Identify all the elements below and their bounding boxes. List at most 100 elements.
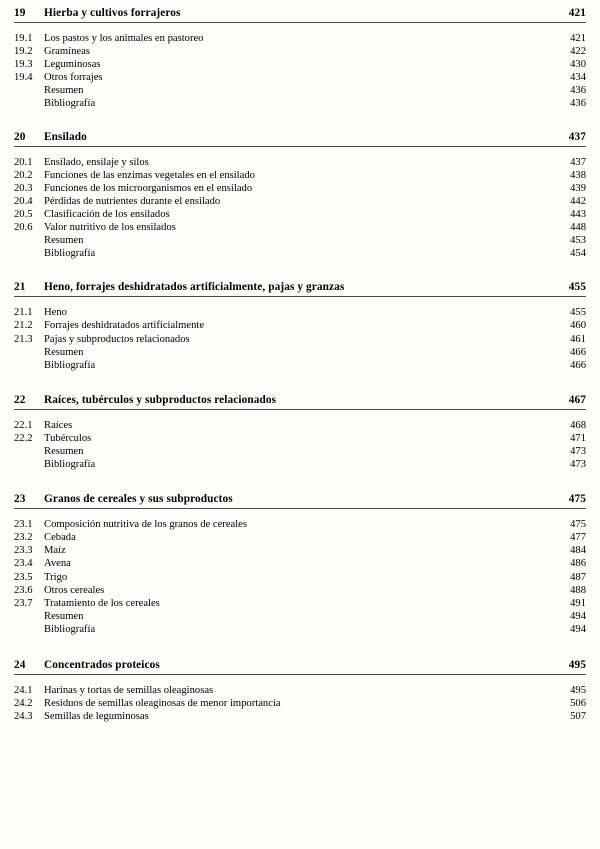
section-number: 21.1 xyxy=(14,307,33,319)
section-title: Cebada xyxy=(44,532,76,544)
chapter-page-number: 495 xyxy=(568,659,586,671)
section-page-number: 438 xyxy=(570,169,586,181)
chapter-title: Raíces, tubérculos y subproductos relaci… xyxy=(44,393,277,406)
section-page-number: 466 xyxy=(570,359,586,371)
section-entry-list: 21.1 Heno 455 21.2 Forrajes deshidratados ar… xyxy=(14,306,586,371)
section-entry[interactable]: 21.2 Forrajes deshidratados artificialmen… xyxy=(14,319,586,332)
chapter-header[interactable]: 22 Raíces, tubérculos y subproductos rela… xyxy=(14,393,586,408)
section-entry[interactable]: 23.5 Trigo 487 xyxy=(14,571,586,584)
section-title: Heno xyxy=(44,307,67,319)
section-page-number: 475 xyxy=(570,519,586,531)
chapter-header[interactable]: 24 Concentrados proteicos 495 xyxy=(14,658,586,673)
section-page-number: 477 xyxy=(570,532,586,544)
chapter-block: 19 Hierba y cultivos forrajeros 421 19.1 Los… xyxy=(14,6,586,111)
section-entry[interactable]: 19.3 Leguminosas 430 xyxy=(14,58,586,71)
section-entry[interactable]: Bibliografía 473 xyxy=(14,458,586,471)
section-entry[interactable]: Bibliografía 454 xyxy=(14,247,586,260)
section-title: Otros forrajes xyxy=(44,72,103,84)
section-title: Harinas y tortas de semillas oleaginosas xyxy=(44,685,214,696)
section-number: 19.3 xyxy=(14,59,33,71)
chapter-number: 21 xyxy=(14,281,26,294)
section-page-number: 448 xyxy=(570,222,586,234)
section-entry[interactable]: 20.3 Funciones de los microorganismos en … xyxy=(14,182,586,195)
section-page-number: 422 xyxy=(570,46,586,58)
chapter-number: 19 xyxy=(14,7,26,19)
section-page-number: 461 xyxy=(570,333,586,345)
chapter-page-number: 475 xyxy=(568,493,586,506)
chapter-spacer xyxy=(14,111,586,130)
chapter-header[interactable]: 23 Granos de cereales y sus subproductos 4… xyxy=(14,492,586,507)
chapter-divider-rule xyxy=(14,22,586,23)
section-entry[interactable]: 21.3 Pajas y subproductos relacionados 461 xyxy=(14,333,586,346)
section-entry[interactable]: 20.1 Ensilado, ensilaje y silos 437 xyxy=(14,156,586,169)
section-entry[interactable]: 23.4 Avena 486 xyxy=(14,557,586,570)
section-number: 20.4 xyxy=(14,195,33,207)
section-page-number: 491 xyxy=(570,597,586,609)
section-title: Forrajes deshidratados artificialmente xyxy=(44,320,205,332)
chapter-spacer xyxy=(14,471,586,492)
section-entry[interactable]: 19.4 Otros forrajes 434 xyxy=(14,71,586,84)
section-entry-list: 22.1 Raíces 468 22.2 Tubérculos 471 Resumen 473… xyxy=(14,419,586,471)
section-title: Clasificación de los ensilados xyxy=(44,208,170,220)
chapter-block: 24 Concentrados proteicos 495 24.1 Harinas y… xyxy=(14,658,586,723)
section-page-number: 436 xyxy=(570,98,586,110)
chapter-number: 20 xyxy=(14,130,26,143)
section-entry[interactable]: 22.2 Tubérculos 471 xyxy=(14,432,586,445)
section-entry[interactable]: Resumen 436 xyxy=(14,84,586,97)
section-entry[interactable]: 23.7 Tratamiento de los cereales 491 xyxy=(14,597,586,610)
section-page-number: 473 xyxy=(570,459,586,471)
toc-chapter-list: 19 Hierba y cultivos forrajeros 421 19.1 Los… xyxy=(14,6,586,723)
chapter-title: Concentrados proteicos xyxy=(44,659,160,671)
section-entry[interactable]: 20.4 Pérdidas de nutrientes durante el en… xyxy=(14,195,586,208)
section-number: 23.6 xyxy=(14,584,33,596)
section-page-number: 454 xyxy=(570,248,586,260)
section-title: Maíz xyxy=(44,545,66,557)
section-number: 23.1 xyxy=(14,519,33,531)
section-entry[interactable]: Resumen 494 xyxy=(14,610,586,623)
chapter-block: 20 Ensilado 437 20.1 Ensilado, ensilaje y si… xyxy=(14,130,586,261)
section-number: 21.3 xyxy=(14,333,33,345)
section-entry[interactable]: 23.6 Otros cereales 488 xyxy=(14,584,586,597)
section-number: 21.2 xyxy=(14,320,33,332)
chapter-header[interactable]: 21 Heno, forrajes deshidratados artificia… xyxy=(14,280,586,295)
section-entry[interactable]: 23.1 Composición nutritiva de los granos … xyxy=(14,518,586,531)
section-title: Tubérculos xyxy=(44,432,92,444)
section-page-number: 488 xyxy=(570,584,586,596)
section-entry[interactable]: 20.2 Funciones de las enzimas vegetales e… xyxy=(14,169,586,182)
section-entry[interactable]: 20.5 Clasificación de los ensilados 443 xyxy=(14,208,586,221)
section-entry[interactable]: 24.2 Residuos de semillas oleaginosas de … xyxy=(14,697,586,710)
section-entry[interactable]: 19.1 Los pastos y los animales en pastore… xyxy=(14,32,586,45)
chapter-page-number: 437 xyxy=(568,130,586,143)
chapter-block: 22 Raíces, tubérculos y subproductos rela… xyxy=(14,393,586,471)
section-entry[interactable]: 19.2 Gramíneas 422 xyxy=(14,45,586,58)
section-entry[interactable]: 23.3 Maíz 484 xyxy=(14,544,586,557)
section-title: Tratamiento de los cereales xyxy=(44,597,160,609)
section-title: Resumen xyxy=(44,346,84,358)
section-entry[interactable]: 22.1 Raíces 468 xyxy=(14,419,586,432)
section-entry[interactable]: 20.6 Valor nutritivo de los ensilados 448 xyxy=(14,221,586,234)
section-entry[interactable]: 24.3 Semillas de leguminosas 507 xyxy=(14,710,586,723)
chapter-title: Hierba y cultivos forrajeros xyxy=(44,7,181,19)
chapter-header[interactable]: 19 Hierba y cultivos forrajeros 421 xyxy=(14,6,586,21)
section-entry[interactable]: 23.2 Cebada 477 xyxy=(14,531,586,544)
section-title: Funciones de los microorganismos en el e… xyxy=(44,182,253,194)
section-page-number: 473 xyxy=(570,445,586,457)
chapter-divider-rule xyxy=(14,408,586,410)
section-page-number: 466 xyxy=(570,346,586,358)
section-title: Trigo xyxy=(44,571,68,583)
section-entry[interactable]: Resumen 466 xyxy=(14,346,586,359)
section-entry[interactable]: Resumen 453 xyxy=(14,234,586,247)
section-entry[interactable]: Bibliografía 436 xyxy=(14,97,586,110)
section-page-number: 430 xyxy=(570,59,586,71)
section-entry[interactable]: Bibliografía 494 xyxy=(14,623,586,636)
section-entry[interactable]: 24.1 Harinas y tortas de semillas oleagin… xyxy=(14,684,586,697)
section-entry[interactable]: 21.1 Heno 455 xyxy=(14,306,586,319)
section-title: Composición nutritiva de los granos de c… xyxy=(44,519,247,531)
section-entry[interactable]: Resumen 473 xyxy=(14,445,586,458)
section-entry[interactable]: Bibliografía 466 xyxy=(14,359,586,372)
section-title: Resumen xyxy=(44,445,84,457)
chapter-block: 23 Granos de cereales y sus subproductos 4… xyxy=(14,492,586,636)
chapter-header[interactable]: 20 Ensilado 437 xyxy=(14,130,586,145)
section-title: Pérdidas de nutrientes durante el ensila… xyxy=(44,195,221,207)
chapter-number: 23 xyxy=(14,493,26,506)
